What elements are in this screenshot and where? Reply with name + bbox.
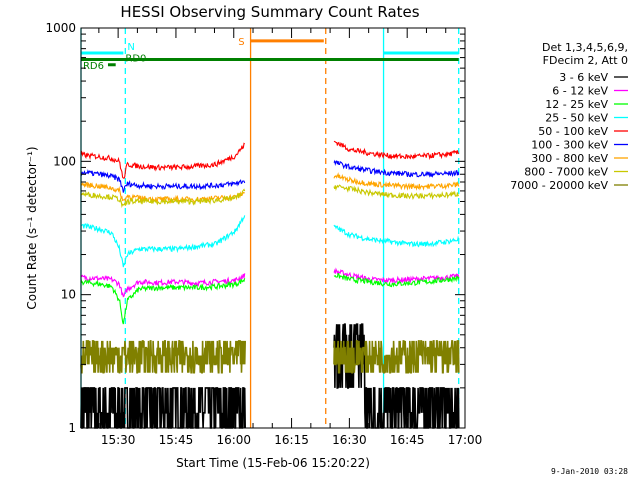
legend-entry-label-7: 800 - 7000 keV <box>524 166 608 179</box>
legend-entry-label-2: 12 - 25 keV <box>545 98 608 111</box>
x-axis-label: Start Time (15-Feb-06 15:20:22) <box>176 456 370 470</box>
y-tick-label-10: 10 <box>61 288 76 302</box>
series-trace-0-0 <box>81 388 245 428</box>
y-axis-label: Count Rate (s⁻¹ detector⁻¹) <box>25 146 39 309</box>
legend-entry-label-6: 300 - 800 keV <box>531 152 608 165</box>
legend-entry-label-4: 50 - 100 keV <box>538 125 608 138</box>
y-tick-label-1: 1 <box>68 421 76 435</box>
annotation-label-rd6: RD6 <box>83 61 104 72</box>
x-tick-label-1630: 16:30 <box>332 433 367 447</box>
legend-header-0: Det 1,3,4,5,6,9, <box>542 41 628 54</box>
count-rate-chart: HESSI Observing Summary Count Rates N S RD… <box>0 0 640 480</box>
legend-entry-label-1: 6 - 12 keV <box>552 85 608 98</box>
y-tick-label-1000: 1000 <box>45 21 76 35</box>
x-tick-label-1615: 16:15 <box>274 433 309 447</box>
legend-entry-label-5: 100 - 300 keV <box>531 139 608 152</box>
x-tick-label-1545: 15:45 <box>159 433 194 447</box>
legend-header-1: FDecim 2, Att 0 <box>543 54 628 67</box>
x-tick-label-1530: 15:30 <box>101 433 136 447</box>
y-tick-label-100: 100 <box>53 154 76 168</box>
footer-timestamp: 9-Jan-2010 03:28 <box>551 467 628 476</box>
chart-title: HESSI Observing Summary Count Rates <box>120 3 419 21</box>
legend-entry-label-8: 7000 - 20000 keV <box>510 179 608 192</box>
annotation-label-s: S <box>238 37 244 48</box>
x-tick-label-1600: 16:00 <box>216 433 251 447</box>
annotation-label-n: N <box>127 42 134 53</box>
legend-entry-label-0: 3 - 6 keV <box>559 71 608 84</box>
x-tick-label-1700: 17:00 <box>448 433 483 447</box>
legend-entry-label-3: 25 - 50 keV <box>545 112 608 125</box>
annotation-label-rd0: RD0 <box>125 54 146 65</box>
x-tick-label-1645: 16:45 <box>390 433 425 447</box>
